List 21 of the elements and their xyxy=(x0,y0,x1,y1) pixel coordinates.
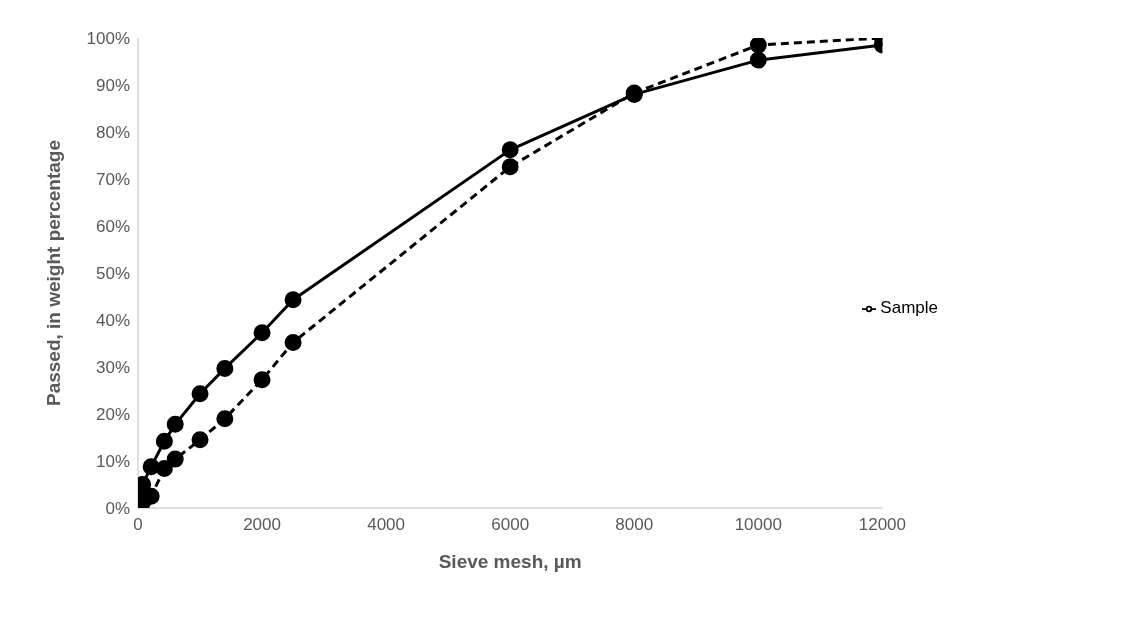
x-tick-label: 8000 xyxy=(615,515,654,534)
y-tick-label: 10% xyxy=(95,452,130,472)
y-axis-title: Passed, in weight percentage xyxy=(42,139,64,407)
y-tick-label: 70% xyxy=(95,170,130,190)
y-tick-label: 50% xyxy=(95,264,130,284)
x-tick-label: 2000 xyxy=(243,515,281,534)
x-tick-label: 4000 xyxy=(367,515,406,534)
x-tick-label: 12000 xyxy=(858,515,906,534)
x-tick-label: 10000 xyxy=(734,515,782,534)
y-tick-label: 30% xyxy=(95,358,130,378)
y-tick-label: 40% xyxy=(95,311,130,331)
y-tick-label: 20% xyxy=(95,405,130,425)
y-tick-label: 80% xyxy=(95,123,130,143)
legend-label: Sample xyxy=(880,298,938,317)
y-tick-label: 90% xyxy=(95,76,130,96)
x-axis-title: Sieve mesh, µm xyxy=(438,551,582,572)
x-tick-label: 0 xyxy=(133,515,143,534)
x-tick-label: 6000 xyxy=(491,515,530,534)
y-tick-label: 0% xyxy=(105,499,130,519)
y-tick-label: 60% xyxy=(95,217,130,237)
y-tick-label: 100% xyxy=(86,29,130,49)
